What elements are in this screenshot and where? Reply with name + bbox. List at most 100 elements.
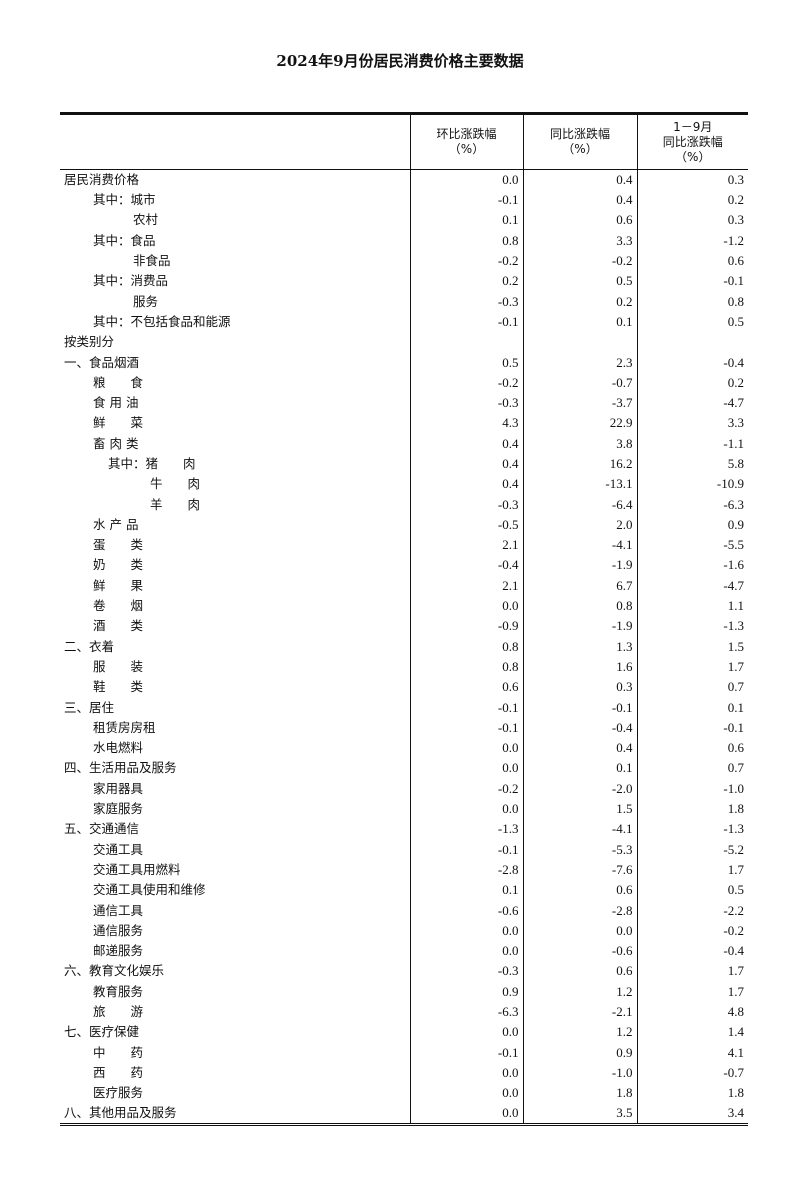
row-label: 服务 <box>133 293 159 309</box>
value-mom: 0.0 <box>409 1022 523 1043</box>
row-label: 卷 烟 <box>93 598 144 614</box>
value-ytd-yoy <box>636 332 748 353</box>
table-row: 其中：不包括食品和能源 -0.1 0.1 0.5 <box>60 311 748 333</box>
value-mom: 4.3 <box>409 413 523 434</box>
row-label: 家用器具 <box>93 780 144 796</box>
header-ytd-yoy: 1－9月 同比涨跌幅 （%） <box>636 112 748 170</box>
table-row: 二、衣着 0.8 1.3 1.5 <box>60 636 748 657</box>
value-mom: -0.1 <box>409 697 523 718</box>
value-ytd-yoy: 0.7 <box>636 677 748 698</box>
value-mom: 0.8 <box>409 656 523 678</box>
table-row: 交通工具用燃料 -2.8 -7.6 1.7 <box>60 859 748 881</box>
row-label: 蛋 类 <box>93 537 144 553</box>
value-ytd-yoy: 1.4 <box>636 1022 748 1043</box>
header-yoy: 同比涨跌幅 （%） <box>522 112 637 170</box>
value-yoy: -2.1 <box>522 1001 637 1023</box>
value-ytd-yoy: -2.2 <box>636 900 748 921</box>
table-row: 五、交通通信 -1.3 -4.1 -1.3 <box>60 819 748 840</box>
value-mom: -6.3 <box>409 1001 523 1023</box>
value-yoy: 0.5 <box>522 271 637 292</box>
value-mom: 2.1 <box>409 575 523 596</box>
value-ytd-yoy: 1.8 <box>636 1083 748 1104</box>
value-mom: 0.8 <box>409 230 523 251</box>
table-row: 交通工具 -0.1 -5.3 -5.2 <box>60 839 748 860</box>
table-row: 羊 肉 -0.3 -6.4 -6.3 <box>60 494 748 515</box>
table-row: 西 药 0.0 -1.0 -0.7 <box>60 1062 748 1084</box>
row-label: 邮递服务 <box>93 943 144 959</box>
table-row: 其中：城市 -0.1 0.4 0.2 <box>60 190 748 211</box>
row-label: 奶 类 <box>93 557 144 573</box>
row-label: 鲜 菜 <box>93 415 144 431</box>
header-mom: 环比涨跌幅 （%） <box>409 112 523 170</box>
value-ytd-yoy: -1.6 <box>636 555 748 576</box>
value-yoy: 22.9 <box>522 413 637 434</box>
value-ytd-yoy: 0.1 <box>636 697 748 718</box>
value-yoy: 0.1 <box>522 758 637 779</box>
table-row: 其中：消费品 0.2 0.5 -0.1 <box>60 271 748 292</box>
value-yoy: 1.3 <box>522 636 637 657</box>
value-mom: -0.3 <box>409 961 523 982</box>
value-yoy: 6.7 <box>522 575 637 596</box>
row-label: 通信服务 <box>93 922 144 938</box>
value-mom: -1.3 <box>409 819 523 840</box>
value-mom: -0.3 <box>409 494 523 515</box>
value-yoy: 0.6 <box>522 880 637 901</box>
table-row: 三、居住 -0.1 -0.1 0.1 <box>60 697 748 718</box>
value-ytd-yoy: -0.2 <box>636 920 748 941</box>
table-row: 家庭服务 0.0 1.5 1.8 <box>60 798 748 820</box>
value-ytd-yoy: -5.5 <box>636 535 748 556</box>
value-yoy: -5.3 <box>522 839 637 860</box>
row-label: 酒 类 <box>93 618 144 634</box>
value-ytd-yoy: 0.3 <box>636 210 748 231</box>
value-mom: -0.1 <box>409 311 523 333</box>
table-row: 医疗服务 0.0 1.8 1.8 <box>60 1083 748 1104</box>
table-row: 酒 类 -0.9 -1.9 -1.3 <box>60 616 748 637</box>
value-yoy: -2.8 <box>522 900 637 921</box>
value-ytd-yoy: -0.1 <box>636 271 748 292</box>
table-row: 鲜 果 2.1 6.7 -4.7 <box>60 575 748 596</box>
value-yoy: 3.8 <box>522 433 637 454</box>
value-mom: 0.0 <box>409 1083 523 1104</box>
row-label: 家庭服务 <box>93 801 144 817</box>
row-label: 其中：消费品 <box>93 273 169 289</box>
row-label: 鲜 果 <box>93 577 144 593</box>
value-mom: 0.4 <box>409 433 523 454</box>
value-mom: -0.1 <box>409 839 523 860</box>
value-yoy: 0.3 <box>522 677 637 698</box>
value-mom: -0.1 <box>409 190 523 211</box>
value-ytd-yoy: 1.5 <box>636 636 748 657</box>
value-ytd-yoy: 1.1 <box>636 595 748 617</box>
value-mom: 0.1 <box>409 880 523 901</box>
row-label: 教育服务 <box>93 983 144 999</box>
row-label: 其中：食品 <box>93 232 156 248</box>
value-mom: -0.2 <box>409 778 523 799</box>
row-label: 农村 <box>133 212 159 228</box>
value-yoy: -1.9 <box>522 616 637 637</box>
value-ytd-yoy: 0.2 <box>636 372 748 393</box>
row-label: 二、衣着 <box>64 638 115 654</box>
value-yoy: 3.5 <box>522 1103 637 1127</box>
row-label: 四、生活用品及服务 <box>64 760 177 776</box>
value-mom: 2.1 <box>409 535 523 556</box>
value-mom: -0.1 <box>409 717 523 739</box>
value-ytd-yoy: -1.1 <box>636 433 748 454</box>
value-yoy: -4.1 <box>522 819 637 840</box>
value-ytd-yoy: 5.8 <box>636 453 748 475</box>
value-ytd-yoy: 3.3 <box>636 413 748 434</box>
value-mom: 0.5 <box>409 352 523 373</box>
value-yoy: -6.4 <box>522 494 637 515</box>
row-label: 水电燃料 <box>93 740 144 756</box>
value-yoy: 0.0 <box>522 920 637 941</box>
table-row: 水电燃料 0.0 0.4 0.6 <box>60 738 748 759</box>
value-yoy: 1.8 <box>522 1083 637 1104</box>
value-ytd-yoy: -0.7 <box>636 1062 748 1084</box>
value-mom: -0.2 <box>409 372 523 393</box>
value-yoy: -0.7 <box>522 372 637 393</box>
value-yoy: 0.9 <box>522 1042 637 1063</box>
value-yoy: 0.8 <box>522 595 637 617</box>
value-yoy: 3.3 <box>522 230 637 251</box>
value-mom: -0.9 <box>409 616 523 637</box>
value-yoy: -0.1 <box>522 697 637 718</box>
value-mom: 0.0 <box>409 169 523 190</box>
value-ytd-yoy: -6.3 <box>636 494 748 515</box>
